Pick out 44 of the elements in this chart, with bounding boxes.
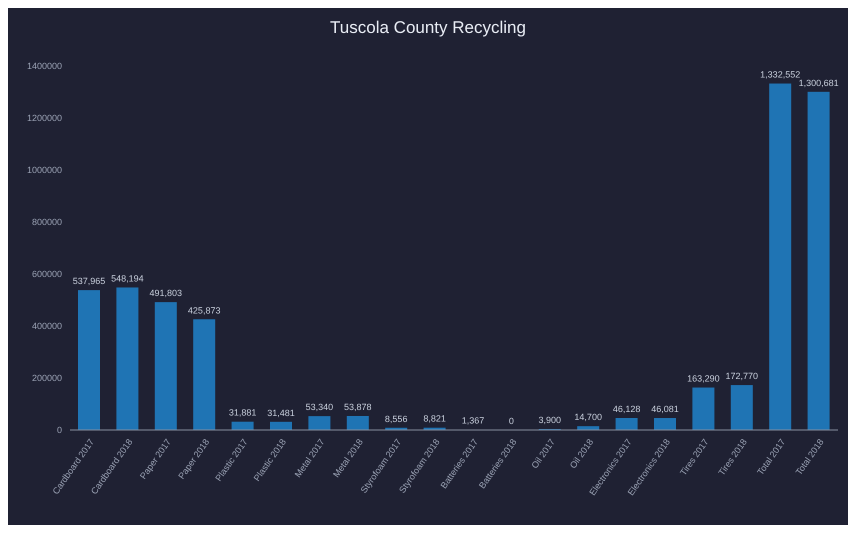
data-label: 31,481 <box>267 408 295 418</box>
bar <box>692 388 714 430</box>
data-label: 0 <box>508 416 514 426</box>
bar <box>730 385 753 430</box>
y-tick-label: 800000 <box>32 217 62 228</box>
data-label: 8,556 <box>384 414 408 424</box>
bar <box>154 302 177 430</box>
data-label: 172,770 <box>726 371 758 382</box>
bar <box>308 416 330 430</box>
bar <box>654 418 676 430</box>
bar <box>232 422 254 430</box>
y-tick-label: 1400000 <box>26 61 62 72</box>
data-label: 1,300,681 <box>798 78 839 88</box>
data-label: 491,803 <box>150 288 182 298</box>
bar <box>193 319 216 430</box>
y-tick-label: 1000000 <box>26 165 62 176</box>
data-label: 1,367 <box>462 416 484 426</box>
data-label: 163,290 <box>687 374 720 384</box>
y-tick-label: 200000 <box>32 373 62 384</box>
y-tick-label: 1200000 <box>26 113 62 124</box>
bar <box>616 418 638 430</box>
data-label: 31,881 <box>228 408 256 418</box>
data-label: 1,332,552 <box>760 70 800 80</box>
data-label: 46,081 <box>651 404 679 414</box>
bar <box>78 290 100 430</box>
bar <box>270 422 292 430</box>
bar <box>808 92 830 430</box>
bar <box>346 416 369 430</box>
y-tick-label: 0 <box>56 425 62 436</box>
bar <box>769 84 792 430</box>
data-label: 53,340 <box>306 402 334 412</box>
data-label: 425,873 <box>188 305 220 316</box>
data-label: 548,194 <box>111 273 144 284</box>
data-label: 53,878 <box>344 402 372 412</box>
y-tick-label: 600000 <box>32 269 62 280</box>
bar <box>116 287 138 430</box>
y-tick-label: 400000 <box>32 321 62 332</box>
chart-title: Tuscola County Recycling <box>329 17 527 39</box>
data-label: 46,128 <box>612 404 640 414</box>
data-label: 3,900 <box>538 414 562 425</box>
data-label: 8,821 <box>423 414 446 424</box>
data-label: 537,965 <box>72 276 106 286</box>
data-label: 14,700 <box>574 412 602 422</box>
bar <box>577 426 600 430</box>
